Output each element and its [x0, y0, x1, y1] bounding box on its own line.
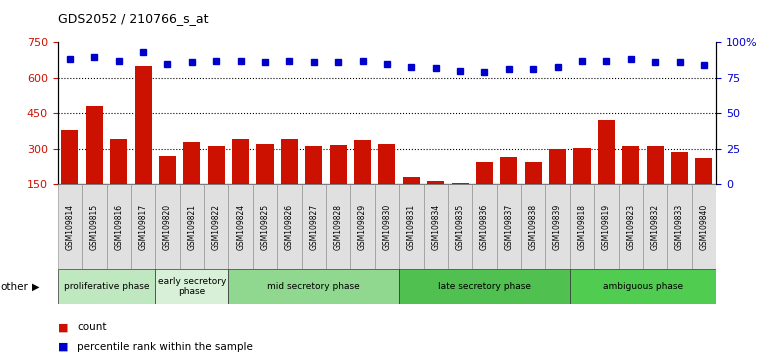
Bar — [281, 139, 298, 219]
Bar — [156, 269, 229, 304]
Bar — [497, 184, 521, 269]
Text: GSM109820: GSM109820 — [163, 204, 172, 250]
Bar — [58, 269, 156, 304]
Text: mid secretory phase: mid secretory phase — [267, 282, 360, 291]
Text: GSM109825: GSM109825 — [260, 204, 269, 250]
Bar — [647, 146, 664, 219]
Bar — [58, 184, 82, 269]
Bar — [208, 146, 225, 219]
Bar — [330, 145, 346, 219]
Bar — [472, 184, 497, 269]
Bar — [326, 184, 350, 269]
Bar — [570, 184, 594, 269]
Text: GSM109827: GSM109827 — [310, 204, 318, 250]
Text: GSM109829: GSM109829 — [358, 204, 367, 250]
Text: GSM109816: GSM109816 — [114, 204, 123, 250]
Text: percentile rank within the sample: percentile rank within the sample — [77, 342, 253, 352]
Text: GSM109833: GSM109833 — [675, 204, 684, 250]
Text: proliferative phase: proliferative phase — [64, 282, 149, 291]
Bar — [403, 177, 420, 219]
Bar — [500, 157, 517, 219]
Bar — [451, 183, 469, 219]
Text: GSM109824: GSM109824 — [236, 204, 245, 250]
Bar — [598, 120, 615, 219]
Text: GSM109819: GSM109819 — [602, 204, 611, 250]
Bar — [378, 144, 396, 219]
Text: GSM109815: GSM109815 — [90, 204, 99, 250]
Text: GSM109831: GSM109831 — [407, 204, 416, 250]
Text: other: other — [1, 282, 28, 292]
Bar — [253, 184, 277, 269]
Bar — [545, 184, 570, 269]
Text: ■: ■ — [58, 342, 69, 352]
Text: GSM109838: GSM109838 — [529, 204, 537, 250]
Bar — [521, 184, 545, 269]
Text: count: count — [77, 322, 106, 332]
Bar — [643, 184, 668, 269]
Bar — [622, 146, 639, 219]
Bar — [179, 184, 204, 269]
Bar — [106, 184, 131, 269]
Text: early secretory
phase: early secretory phase — [158, 277, 226, 296]
Text: GSM109814: GSM109814 — [65, 204, 75, 250]
Bar — [204, 184, 229, 269]
Bar — [570, 269, 716, 304]
Bar — [399, 184, 424, 269]
Bar — [375, 184, 399, 269]
Bar — [354, 141, 371, 219]
Text: ▶: ▶ — [32, 282, 40, 292]
Text: GSM109837: GSM109837 — [504, 204, 514, 250]
Bar — [305, 146, 323, 219]
Text: GSM109836: GSM109836 — [480, 204, 489, 250]
Bar — [183, 142, 200, 219]
Bar — [229, 184, 253, 269]
Bar — [594, 184, 618, 269]
Text: late secretory phase: late secretory phase — [438, 282, 531, 291]
Text: GDS2052 / 210766_s_at: GDS2052 / 210766_s_at — [58, 12, 208, 25]
Bar — [476, 162, 493, 219]
Text: ■: ■ — [58, 322, 69, 332]
Text: GSM109840: GSM109840 — [699, 204, 708, 250]
Bar — [82, 184, 106, 269]
Bar — [350, 184, 375, 269]
Text: GSM109817: GSM109817 — [139, 204, 148, 250]
Bar — [448, 184, 472, 269]
Text: GSM109826: GSM109826 — [285, 204, 294, 250]
Bar — [62, 130, 79, 219]
Text: GSM109822: GSM109822 — [212, 204, 221, 250]
Bar — [668, 184, 691, 269]
Bar — [399, 269, 570, 304]
Text: GSM109835: GSM109835 — [456, 204, 464, 250]
Bar — [695, 158, 712, 219]
Text: GSM109832: GSM109832 — [651, 204, 660, 250]
Text: GSM109830: GSM109830 — [383, 204, 391, 250]
Bar — [232, 139, 249, 219]
Bar — [256, 144, 273, 219]
Bar — [691, 184, 716, 269]
Text: GSM109818: GSM109818 — [578, 204, 587, 250]
Text: GSM109823: GSM109823 — [626, 204, 635, 250]
Bar — [618, 184, 643, 269]
Bar — [156, 184, 179, 269]
Bar — [427, 181, 444, 219]
Bar — [524, 162, 542, 219]
Bar — [135, 66, 152, 219]
Text: GSM109821: GSM109821 — [187, 204, 196, 250]
Bar — [574, 148, 591, 219]
Bar — [229, 269, 399, 304]
Bar — [277, 184, 302, 269]
Text: GSM109839: GSM109839 — [553, 204, 562, 250]
Bar — [424, 184, 448, 269]
Text: GSM109834: GSM109834 — [431, 204, 440, 250]
Text: GSM109828: GSM109828 — [333, 204, 343, 250]
Bar — [159, 156, 176, 219]
Bar — [110, 139, 127, 219]
Bar — [671, 152, 688, 219]
Bar — [131, 184, 156, 269]
Bar — [549, 149, 566, 219]
Bar — [302, 184, 326, 269]
Bar — [85, 106, 103, 219]
Text: ambiguous phase: ambiguous phase — [603, 282, 683, 291]
